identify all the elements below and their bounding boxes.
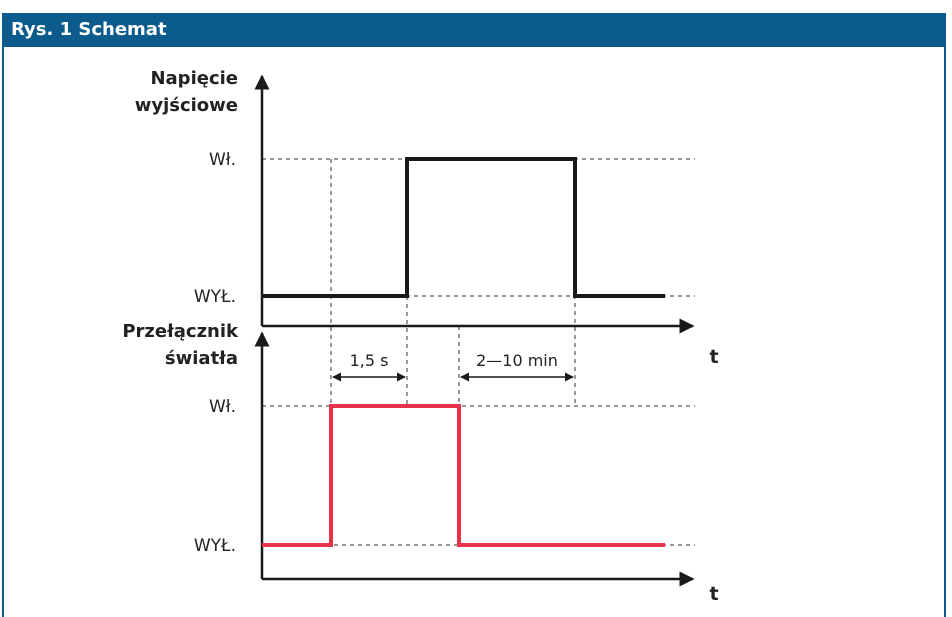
top-ylabel-line1: Napięcie (150, 68, 238, 89)
top-level-off-label: WYŁ. (194, 287, 236, 307)
top-time-axis-label: t (709, 346, 718, 368)
light-switch-signal (262, 404, 665, 547)
bottom-level-on-label: Wł. (209, 397, 236, 417)
frame-right-border (944, 47, 946, 617)
top-ylabel-line2: wyjściowe (135, 95, 238, 116)
output-voltage-signal (262, 157, 665, 298)
figure-title: Rys. 1 Schemat (2, 13, 946, 47)
bottom-level-off-label: WYŁ. (194, 536, 236, 556)
frame-left-border (2, 47, 4, 617)
hold-interval-label: 2—10 min (476, 351, 558, 370)
bottom-ylabel-line2: światła (165, 348, 238, 369)
top-level-on-label: Wł. (209, 150, 236, 170)
bottom-ylabel-line1: Przełącznik (122, 321, 239, 342)
delay-interval-label: 1,5 s (350, 351, 389, 370)
bottom-time-axis-label: t (709, 583, 718, 605)
